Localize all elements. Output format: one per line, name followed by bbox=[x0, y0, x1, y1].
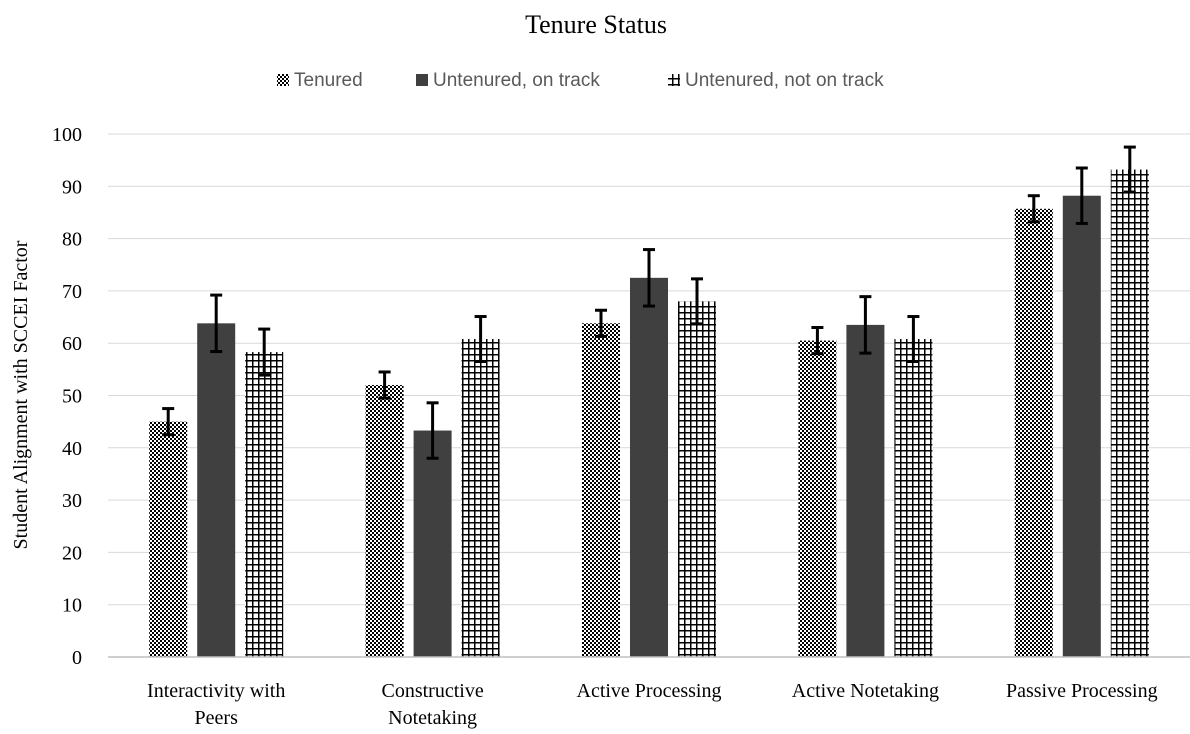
y-axis-ticks: 0 10 20 30 40 50 60 70 80 90 100 bbox=[52, 124, 82, 669]
bar-checker bbox=[1014, 208, 1053, 657]
x-tick-label: Constructive Notetaking bbox=[381, 680, 483, 729]
y-axis-label: Student Alignment with SCCEI Factor bbox=[10, 240, 32, 549]
legend-label: Untenured, not on track bbox=[685, 70, 884, 91]
y-tick-label: 100 bbox=[52, 124, 82, 146]
x-tick-label: Active Notetaking bbox=[792, 680, 939, 702]
y-tick-label: 80 bbox=[62, 229, 82, 251]
bar-grid bbox=[461, 339, 500, 657]
bar-solid bbox=[846, 324, 885, 657]
bar-solid bbox=[630, 277, 668, 657]
chart-title: Tenure Status bbox=[525, 10, 667, 39]
x-axis-labels: Interactivity with Peers Constructive Notet… bbox=[147, 680, 1158, 729]
bars bbox=[149, 169, 1149, 658]
error-bars bbox=[162, 145, 1136, 460]
bar-grid bbox=[678, 301, 716, 657]
bar-grid bbox=[1110, 169, 1149, 657]
y-tick-label: 0 bbox=[72, 647, 82, 669]
bar-grid bbox=[245, 352, 284, 657]
legend-label: Tenured bbox=[294, 70, 363, 91]
y-tick-label: 60 bbox=[62, 333, 82, 355]
y-tick-label: 50 bbox=[62, 386, 82, 408]
bar-solid bbox=[1062, 195, 1101, 658]
legend-swatch bbox=[416, 74, 428, 86]
legend-swatch bbox=[277, 74, 289, 86]
x-tick-label: Active Processing bbox=[577, 680, 722, 702]
x-tick-label: Passive Processing bbox=[1006, 680, 1158, 702]
bar-checker bbox=[582, 323, 620, 657]
bar-checker bbox=[149, 421, 188, 657]
y-tick-label: 20 bbox=[62, 542, 82, 564]
y-tick-label: 30 bbox=[62, 490, 82, 512]
bar-solid bbox=[197, 323, 236, 657]
bar-grid bbox=[894, 339, 933, 657]
legend-label: Untenured, on track bbox=[433, 70, 600, 91]
legend-swatch bbox=[668, 74, 680, 86]
bar-checker bbox=[365, 385, 404, 657]
bar-checker bbox=[798, 340, 837, 657]
y-tick-label: 10 bbox=[62, 595, 82, 617]
y-tick-label: 90 bbox=[62, 176, 82, 198]
x-tick-label: Interactivity with Peers bbox=[147, 680, 285, 729]
legend: Tenured Untenured, on track Untenured, not… bbox=[277, 70, 884, 91]
y-tick-label: 70 bbox=[62, 281, 82, 303]
bar-solid bbox=[413, 430, 452, 657]
y-tick-label: 40 bbox=[62, 438, 82, 460]
